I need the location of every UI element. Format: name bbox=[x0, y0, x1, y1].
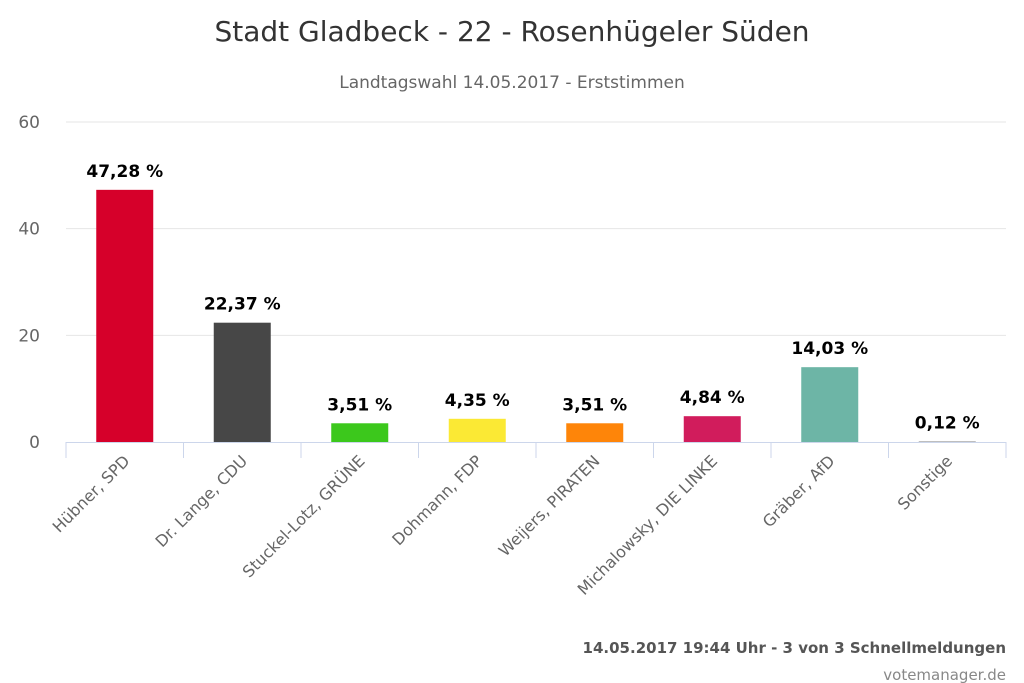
bar-6 bbox=[683, 416, 741, 442]
data-label: 47,28 % bbox=[86, 162, 163, 182]
chart-title: Stadt Gladbeck - 22 - Rosenhügeler Süden bbox=[214, 15, 809, 48]
bars bbox=[96, 189, 976, 442]
data-labels: 47,28 % 22,37 % 3,51 % 4,35 % 3,51 % 4,84 % 14… bbox=[86, 162, 979, 434]
x-category-label: Sonstige bbox=[894, 451, 956, 513]
data-label: 22,37 % bbox=[204, 295, 281, 315]
bar-4 bbox=[448, 418, 506, 442]
x-category-label: Gräber, AfD bbox=[759, 451, 839, 531]
data-label: 3,51 % bbox=[327, 395, 392, 415]
bar-2 bbox=[213, 322, 271, 442]
x-category-label: Hübner, SPD bbox=[49, 451, 134, 536]
x-category-label: Dr. Lange, CDU bbox=[151, 451, 251, 551]
bar-3 bbox=[331, 423, 389, 442]
data-label: 4,84 % bbox=[680, 388, 745, 408]
data-label: 0,12 % bbox=[915, 413, 980, 433]
bar-7 bbox=[801, 367, 859, 442]
data-label: 4,35 % bbox=[445, 391, 510, 411]
x-category-label: Weijers, PIRATEN bbox=[495, 451, 604, 560]
y-tick-label: 0 bbox=[29, 433, 40, 453]
y-axis: 0 20 40 60 bbox=[18, 113, 40, 453]
x-category-label: Stuckel-Lotz, GRÜNE bbox=[239, 451, 369, 581]
status-credit: 14.05.2017 19:44 Uhr - 3 von 3 Schnellme… bbox=[583, 639, 1006, 657]
source-credit[interactable]: votemanager.de bbox=[883, 666, 1006, 683]
bar-5 bbox=[566, 423, 624, 442]
data-label: 3,51 % bbox=[562, 395, 627, 415]
data-label: 14,03 % bbox=[791, 339, 868, 359]
y-tick-label: 20 bbox=[18, 326, 40, 346]
chart-subtitle: Landtagswahl 14.05.2017 - Erststimmen bbox=[339, 73, 685, 93]
x-category-label: Dohmann, FDP bbox=[388, 451, 486, 549]
bar-1 bbox=[96, 189, 154, 442]
y-tick-label: 60 bbox=[18, 113, 40, 133]
y-tick-label: 40 bbox=[18, 220, 40, 240]
x-category-label: Michalowsky, DIE LINKE bbox=[574, 451, 721, 598]
bar-8 bbox=[918, 441, 976, 442]
